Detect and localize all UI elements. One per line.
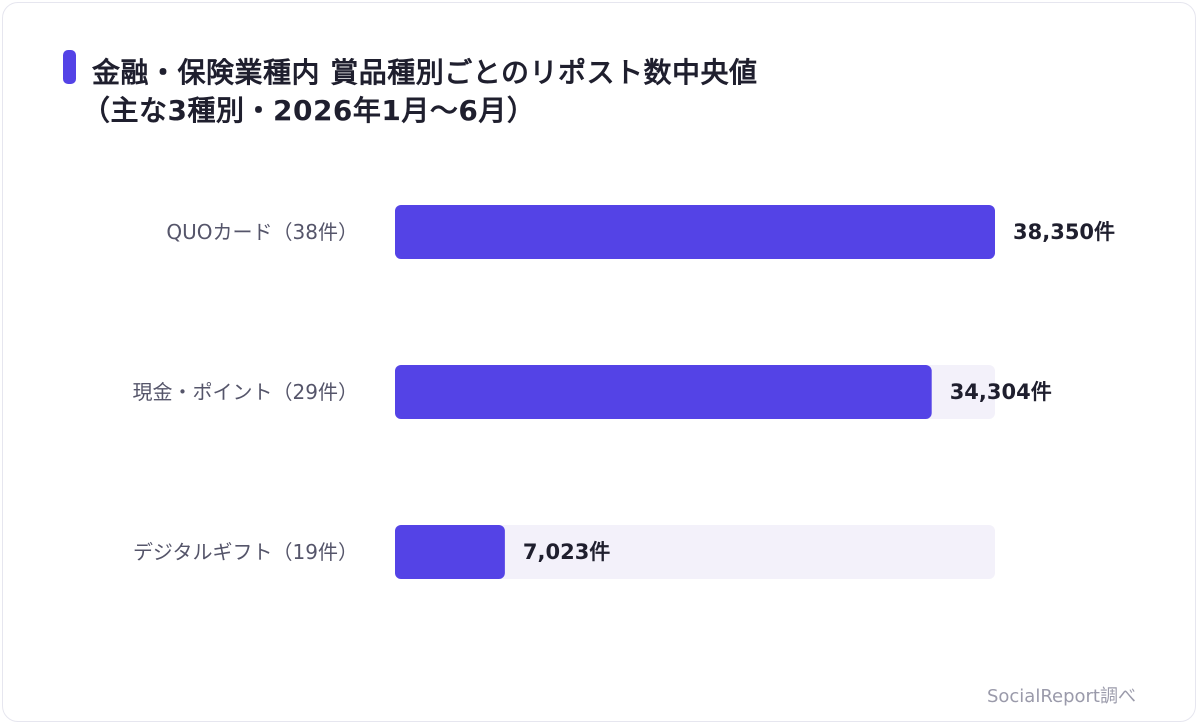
title-accent-bar	[63, 50, 76, 84]
chart-subtitle: （主な3種別・2026年1月〜6月）	[82, 94, 536, 127]
source-note: SocialReport調べ	[986, 686, 1136, 707]
chart-title: 金融・保険業種内 賞品種別ごとのリポスト数中央値	[92, 56, 758, 89]
